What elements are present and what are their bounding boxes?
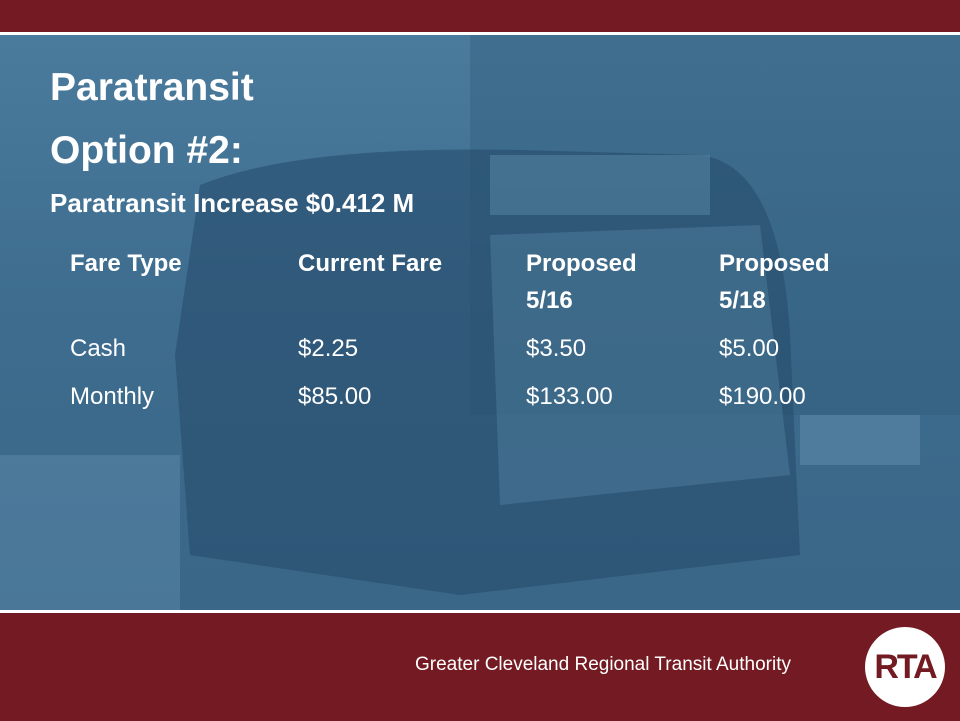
- table-cell: $190.00: [719, 378, 859, 415]
- table-cell: $3.50: [526, 330, 666, 367]
- table-cell: $2.25: [298, 330, 518, 367]
- photo-shapes: [0, 35, 960, 610]
- table-cell: $5.00: [719, 330, 859, 367]
- organization: Greater Cleveland Regional Transit Autho…: [415, 654, 791, 676]
- table-cell: $133.00: [526, 378, 666, 415]
- table-cell: $85.00: [298, 378, 518, 415]
- top-band: [0, 0, 960, 32]
- header-cell: Proposed 5/16: [526, 245, 666, 319]
- table-cell: Monthly: [70, 378, 290, 415]
- title-line: Option #2:: [50, 131, 243, 170]
- slide: Paratransit Option #2: Paratransit Incre…: [0, 0, 960, 721]
- background-photo: [0, 35, 960, 610]
- table-cell: Cash: [70, 330, 290, 367]
- subtitle: Paratransit Increase $0.412 M: [50, 188, 414, 219]
- header-cell: Current Fare: [298, 245, 518, 282]
- header-cell: Proposed 5/18: [719, 245, 859, 319]
- header-cell: Fare Type: [70, 245, 290, 282]
- title-line: Paratransit: [50, 68, 254, 107]
- logo: RTA: [865, 627, 945, 707]
